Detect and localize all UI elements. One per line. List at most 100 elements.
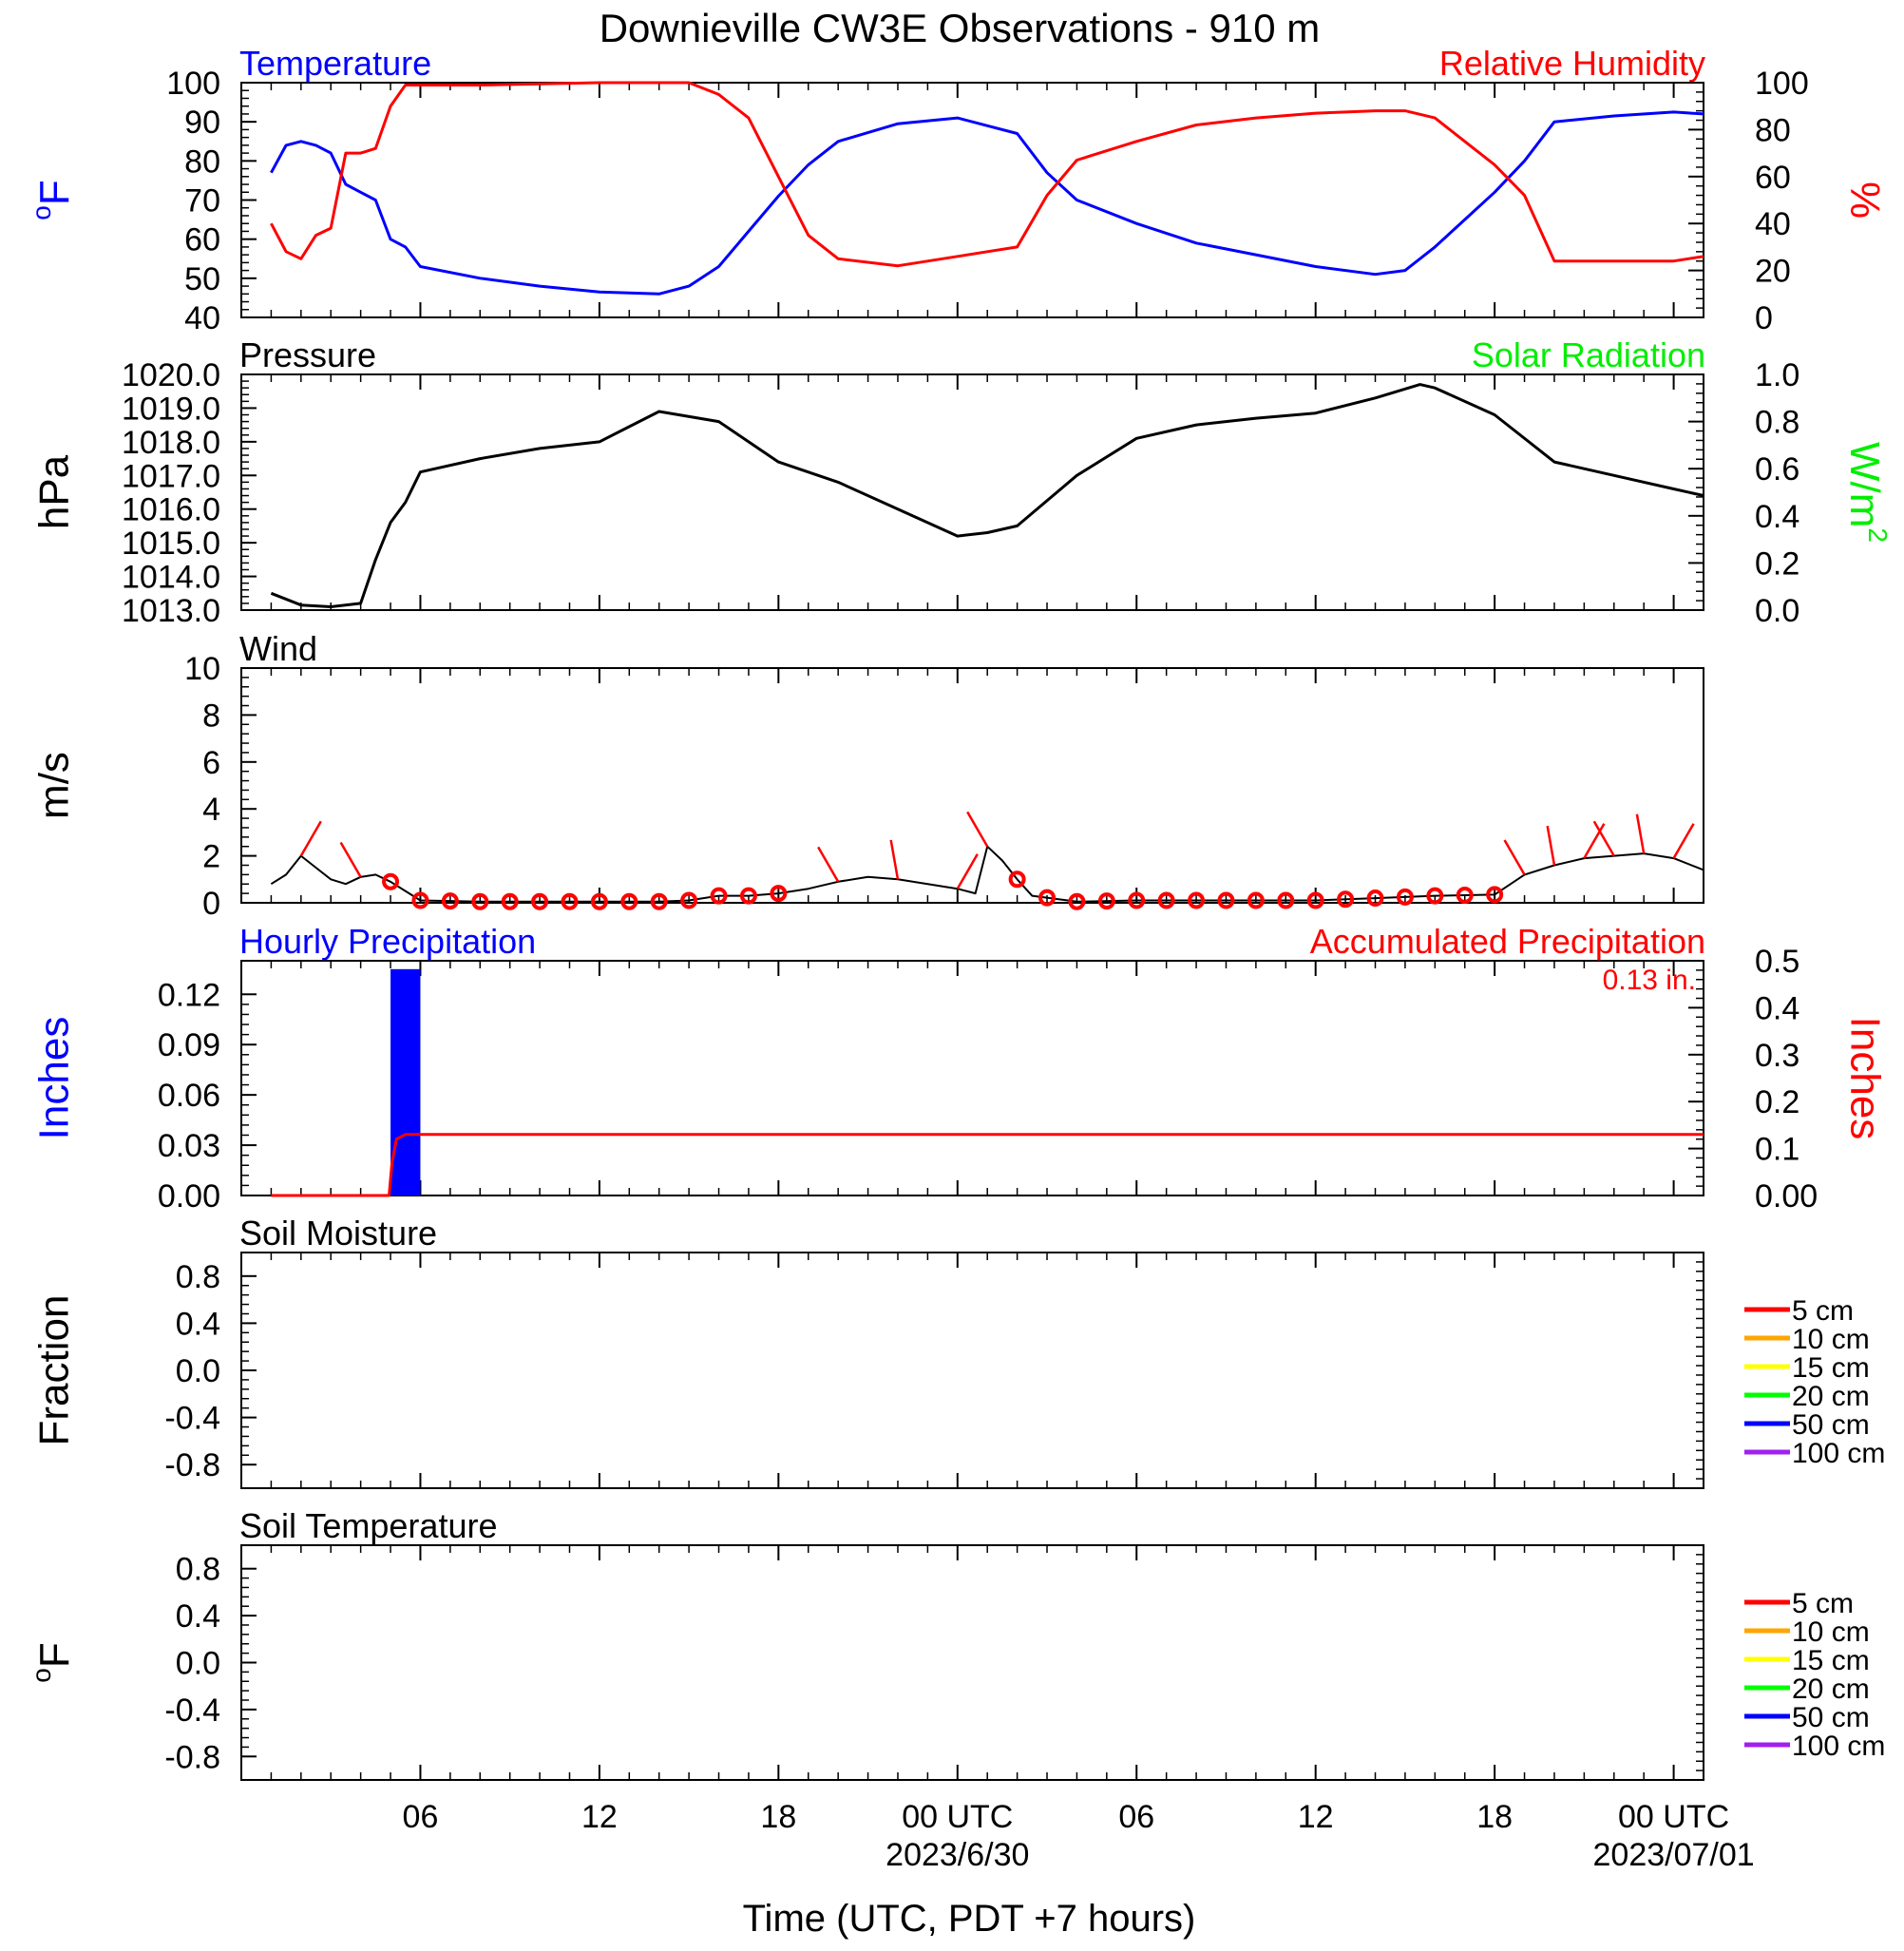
x-tick-label: 12 <box>581 1799 618 1835</box>
wind-speed-line <box>270 845 1704 903</box>
calm-wind-marker <box>1097 892 1115 910</box>
x-tick-label: 18 <box>1476 1799 1513 1835</box>
legend-label: 5 cm <box>1792 1295 1854 1327</box>
y-tick-label: 0.3 <box>1755 1038 1799 1074</box>
y-tick-label: 0.0 <box>176 1353 220 1389</box>
wind-barb <box>299 820 322 857</box>
y-tick-label: 0.12 <box>158 977 220 1013</box>
y-tick-label: 0 <box>202 886 220 922</box>
wind-barb <box>339 841 362 878</box>
legend-label: 10 cm <box>1792 1616 1870 1648</box>
wind-barb <box>1592 820 1615 857</box>
panel-title-right: Relative Humidity <box>1439 44 1705 83</box>
y-tick-label: 100 <box>1755 66 1809 102</box>
y-tick-label: 0.2 <box>1755 1084 1799 1120</box>
y-tick-label: 0.2 <box>1755 545 1799 582</box>
calm-wind-marker <box>1486 886 1504 904</box>
legend-label: 20 cm <box>1792 1674 1870 1705</box>
y-axis-label: Inches <box>31 1017 78 1140</box>
y-tick-label: 1017.0 <box>122 458 220 494</box>
y-tick-label: 0.8 <box>176 1259 220 1295</box>
calm-wind-marker <box>411 891 429 909</box>
y-tick-label: -0.8 <box>164 1739 220 1775</box>
calm-wind-marker <box>620 892 638 910</box>
y-axis-label: hPa <box>31 454 78 529</box>
panel-title-right: Solar Radiation <box>1472 335 1705 374</box>
y-tick-label: 40 <box>184 300 220 336</box>
y-tick-label: 20 <box>1755 254 1791 290</box>
plot-frame <box>240 1544 1704 1781</box>
y-axis-label: oF <box>27 1642 77 1682</box>
accumulated-total-label: 0.13 in. <box>1603 965 1696 996</box>
y-tick-label: 0.4 <box>176 1306 220 1342</box>
legend-label: 50 cm <box>1792 1409 1870 1441</box>
y-tick-label: 70 <box>184 183 220 220</box>
wind-barb <box>889 839 900 880</box>
y-tick-label: -0.4 <box>164 1401 220 1437</box>
x-axis-label: Time (UTC, PDT +7 hours) <box>743 1898 1196 1940</box>
accumulated-precip-line <box>271 1133 1704 1197</box>
y-axis-label: m/s <box>31 752 78 819</box>
calm-wind-marker <box>1456 886 1474 904</box>
y-tick-label: 100 <box>166 66 220 102</box>
calm-wind-marker <box>1068 892 1086 910</box>
y-tick-label: 1.0 <box>1755 357 1799 393</box>
calm-wind-marker <box>471 892 489 910</box>
y-tick-label: 2 <box>202 839 220 875</box>
legend-label: 100 cm <box>1792 1438 1885 1469</box>
y-tick-label: 0 <box>1755 300 1773 336</box>
calm-wind-marker <box>1306 891 1324 909</box>
plot-frame <box>240 1252 1704 1489</box>
y-tick-label: 1014.0 <box>122 560 220 596</box>
wind-barb <box>1583 823 1606 859</box>
y-axis-label: Inches <box>1841 1017 1888 1140</box>
y-tick-label: 60 <box>184 222 220 258</box>
y-tick-label: 0.4 <box>1755 499 1799 535</box>
wind-barb <box>817 846 840 883</box>
y-tick-label: 4 <box>202 792 220 828</box>
legend-label: 15 cm <box>1792 1352 1870 1384</box>
y-tick-label: 8 <box>202 698 220 734</box>
panel-title-left: Temperature <box>239 44 431 83</box>
y-tick-label: 0.5 <box>1755 944 1799 980</box>
calm-wind-marker <box>680 891 698 909</box>
hourly-precip-bar <box>390 968 421 1195</box>
calm-wind-marker <box>770 885 788 903</box>
wind-barb <box>966 811 989 848</box>
y-tick-label: 1015.0 <box>122 526 220 562</box>
calm-wind-marker <box>1366 889 1384 908</box>
temperature-line <box>270 110 1704 296</box>
x-tick-label: 06 <box>1118 1799 1154 1835</box>
legend-label: 20 cm <box>1792 1381 1870 1412</box>
x-tick-label: 18 <box>760 1799 796 1835</box>
y-tick-label: 50 <box>184 261 220 297</box>
calm-wind-marker <box>1337 890 1355 909</box>
y-tick-label: 1016.0 <box>122 492 220 528</box>
calm-wind-marker <box>1008 870 1026 889</box>
calm-wind-marker <box>1277 891 1295 909</box>
y-tick-label: -0.4 <box>164 1693 220 1729</box>
panel-temp_rh: Temperature Relative Humidity405060708090… <box>27 44 1888 336</box>
plot-frame <box>240 960 1704 1196</box>
y-tick-label: 90 <box>184 105 220 141</box>
calm-wind-marker <box>1426 887 1444 905</box>
pressure-line <box>270 383 1704 608</box>
plot-frame <box>240 373 1704 611</box>
x-tick-date-label: 2023/6/30 <box>885 1837 1029 1873</box>
y-tick-label: 0.00 <box>158 1178 220 1215</box>
panel-title-left: Wind <box>239 629 317 668</box>
y-tick-label: 0.03 <box>158 1128 220 1164</box>
calm-wind-marker <box>650 892 668 910</box>
panel-title-right: Accumulated Precipitation <box>1310 922 1705 961</box>
panel-title-left: Soil Moisture <box>239 1214 437 1253</box>
panel-soil_moisture: Soil Moisture -0.8 -0.4 0.0 0.4 0.8 Fraction 5 … <box>31 1214 1885 1489</box>
y-tick-label: 0.4 <box>176 1598 220 1635</box>
calm-wind-marker <box>561 892 579 910</box>
wind-barb <box>1635 813 1646 854</box>
y-tick-label: 0.8 <box>176 1552 220 1588</box>
calm-wind-marker <box>382 872 400 890</box>
plot-frame <box>240 667 1704 904</box>
y-tick-label: -0.8 <box>164 1447 220 1483</box>
calm-wind-marker <box>1188 891 1206 909</box>
